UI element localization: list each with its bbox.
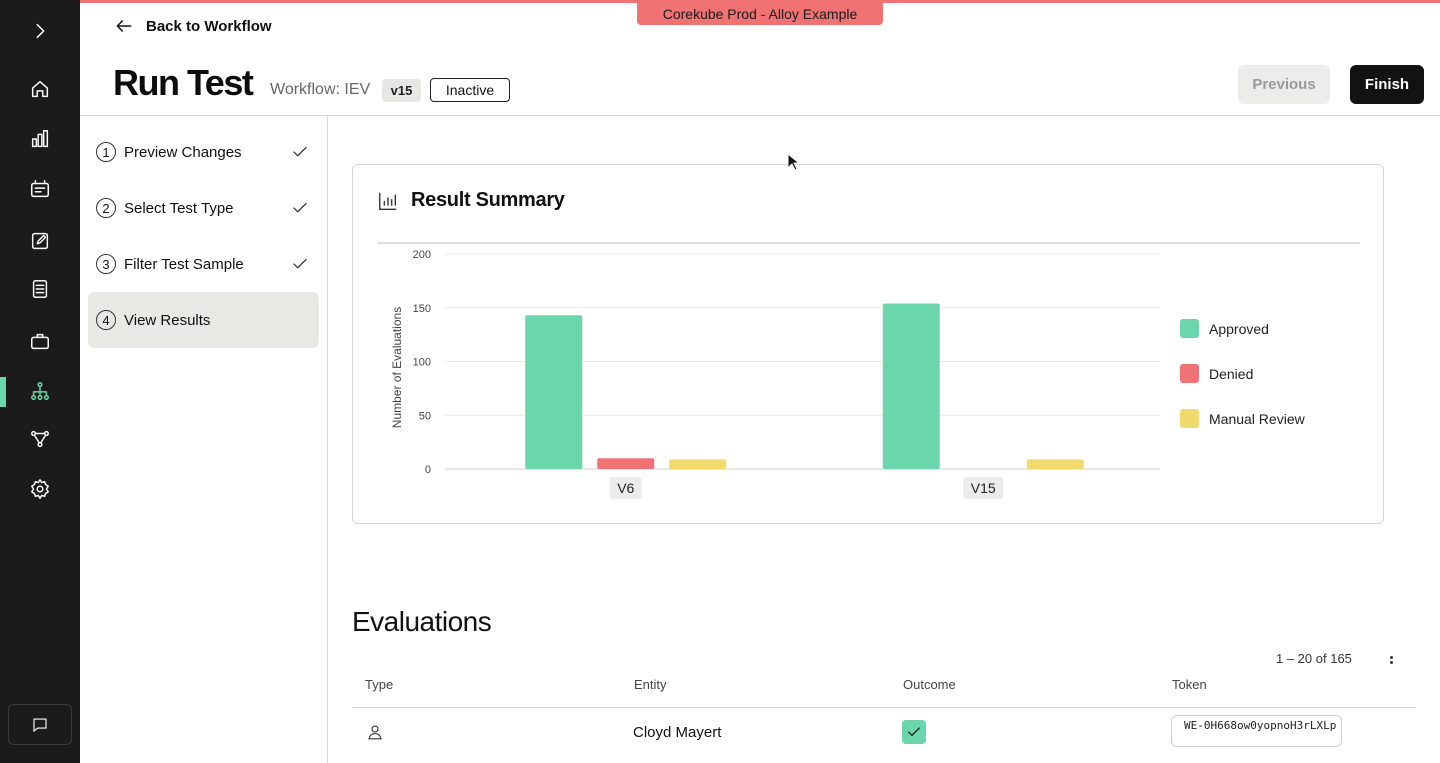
step-number: 2: [96, 198, 116, 218]
step-label: Select Test Type: [124, 199, 234, 217]
result-summary-title: Result Summary: [411, 189, 565, 211]
back-link-label: Back to Workflow: [146, 17, 272, 35]
bar-manual-review: [1026, 459, 1084, 469]
chat-icon: [33, 717, 47, 732]
step-number: 4: [96, 310, 116, 330]
edit-icon[interactable]: [26, 227, 54, 255]
evaluations-title: Evaluations: [352, 606, 492, 637]
result-summary-header: Result Summary: [377, 189, 565, 212]
document-icon[interactable]: [26, 275, 54, 303]
page-title: Run Test: [113, 62, 254, 103]
active-nav-indicator: [0, 377, 6, 407]
table-row[interactable]: Cloyd Mayert WE-0H668ow0yopnoH3rLXLp: [352, 709, 1416, 763]
card-divider: [377, 242, 1360, 244]
environment-strip: [80, 0, 1440, 3]
token-chip[interactable]: WE-0H668ow0yopnoH3rLXLp: [1171, 715, 1342, 747]
outcome-approved-badge: [902, 720, 926, 744]
home-icon[interactable]: [26, 75, 54, 103]
workflow-tree-icon[interactable]: [26, 377, 54, 405]
x-tick-label-bg: [963, 477, 1004, 499]
legend-swatch: [1180, 409, 1199, 428]
workflow-label: Workflow: IEV: [270, 81, 371, 98]
y-tick-label: 200: [413, 249, 431, 261]
person-icon: [366, 723, 384, 741]
check-icon: [908, 727, 920, 736]
evaluations-table-header: Type Entity Outcome Token: [352, 668, 1416, 708]
check-icon: [291, 143, 309, 161]
step-select-test-type[interactable]: 2 Select Test Type: [88, 180, 319, 236]
check-icon: [291, 199, 309, 217]
legend-label: Approved: [1209, 321, 1269, 337]
step-label: View Results: [124, 311, 211, 329]
step-number: 1: [96, 142, 116, 162]
legend-label: Manual Review: [1209, 411, 1306, 427]
chevron-right-icon[interactable]: [26, 17, 54, 45]
y-axis-label: Number of Evaluations: [390, 307, 404, 428]
result-summary-card: Result Summary 0 50 100 150 200 Number of Eva…: [352, 164, 1384, 524]
y-tick-label: 50: [419, 410, 431, 422]
briefcase-icon[interactable]: [26, 327, 54, 355]
share-nodes-icon[interactable]: [26, 425, 54, 453]
result-summary-chart: 0 50 100 150 200 Number of Evaluations V6 V15 Ap…: [390, 249, 1306, 499]
gear-icon[interactable]: [26, 475, 54, 503]
status-badge: Inactive: [430, 78, 510, 102]
step-view-results[interactable]: 4 View Results: [88, 292, 319, 348]
column-header-type[interactable]: Type: [365, 677, 394, 692]
finish-button[interactable]: Finish: [1350, 65, 1424, 104]
pagination-label: 1 – 20 of 165: [1276, 651, 1352, 663]
column-header-outcome[interactable]: Outcome: [903, 677, 956, 692]
chat-button[interactable]: [8, 704, 72, 745]
previous-button[interactable]: Previous: [1238, 65, 1330, 104]
y-tick-label: 0: [425, 464, 431, 476]
x-tick-label-bg: [609, 477, 642, 499]
bar-denied: [597, 458, 655, 469]
step-filter-test-sample[interactable]: 3 Filter Test Sample: [88, 236, 319, 292]
environment-banner: Corekube Prod - Alloy Example: [637, 2, 883, 25]
bar-approved: [882, 303, 940, 469]
header-divider: [80, 115, 1440, 116]
steps-panel: 1 Preview Changes 2 Select Test Type 3 F…: [80, 116, 328, 763]
entity-name: Cloyd Mayert: [633, 724, 722, 741]
back-to-workflow-link[interactable]: Back to Workflow: [114, 16, 272, 36]
bar-approved: [525, 315, 583, 469]
y-tick-label: 150: [413, 303, 431, 315]
bar-chart-icon[interactable]: [26, 125, 54, 153]
more-options-icon[interactable]: [1390, 656, 1394, 664]
column-header-entity[interactable]: Entity: [634, 677, 667, 692]
step-label: Preview Changes: [124, 143, 242, 161]
chart-icon: [379, 192, 397, 210]
check-icon: [291, 255, 309, 273]
x-tick-label: V6: [617, 480, 634, 496]
left-nav-rail: [0, 0, 80, 763]
step-number: 3: [96, 254, 116, 274]
arrow-left-icon: [116, 20, 132, 32]
mouse-cursor-icon: [787, 153, 799, 171]
x-tick-label: V15: [971, 480, 996, 496]
legend-swatch: [1180, 364, 1199, 383]
step-label: Filter Test Sample: [124, 255, 244, 273]
step-preview-changes[interactable]: 1 Preview Changes: [88, 124, 319, 180]
inbox-icon[interactable]: [26, 175, 54, 203]
version-badge: v15: [382, 79, 421, 102]
column-header-token[interactable]: Token: [1172, 677, 1207, 692]
y-tick-label: 100: [413, 357, 431, 369]
legend-swatch: [1180, 319, 1199, 338]
bar-manual-review: [669, 459, 727, 469]
legend-label: Denied: [1209, 366, 1253, 382]
